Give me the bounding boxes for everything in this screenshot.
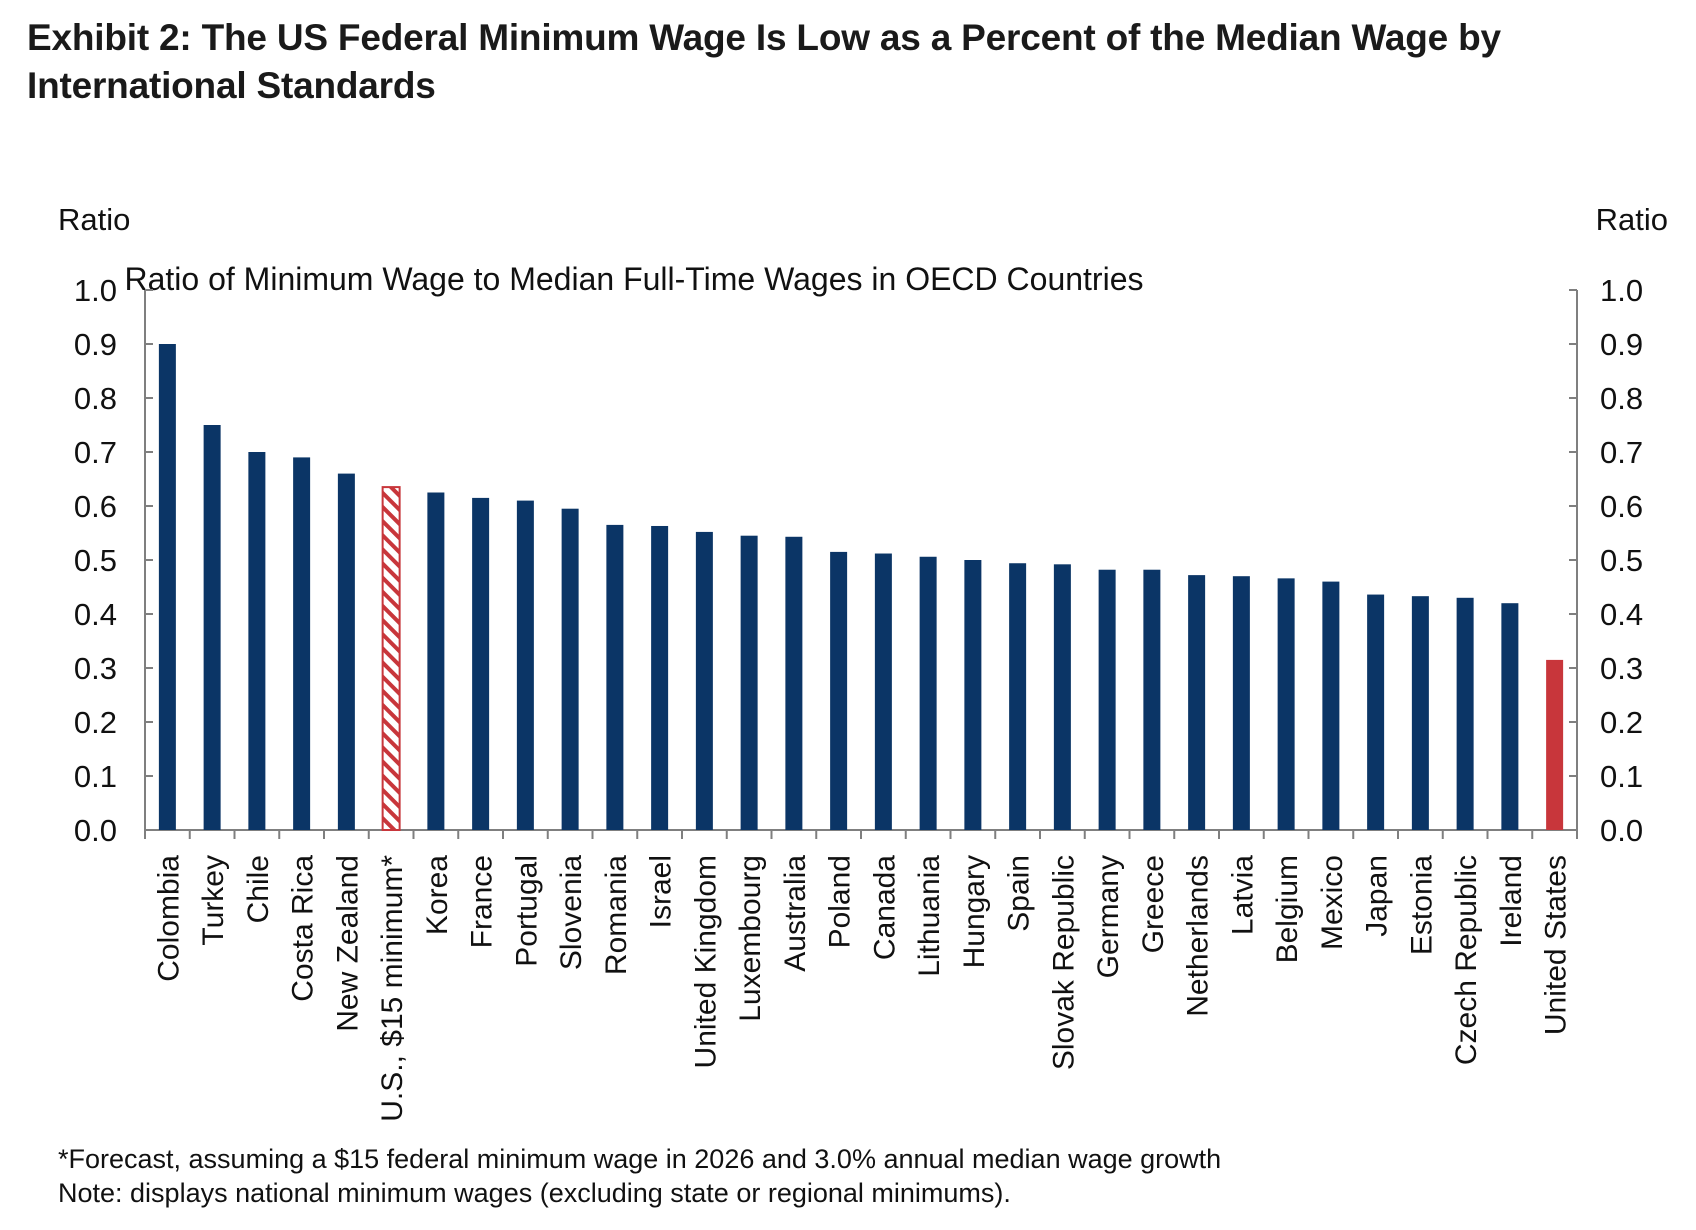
bar	[830, 551, 848, 830]
x-tick-label: Lithuania	[913, 855, 946, 977]
y-tick-label-left: 0.6	[74, 489, 117, 524]
bar	[785, 536, 803, 830]
bar	[1546, 659, 1564, 830]
y-tick-label-right: 1.0	[1600, 273, 1643, 308]
bar	[1367, 594, 1385, 830]
bar	[472, 497, 490, 830]
bar	[1501, 603, 1519, 830]
x-tick-label: Hungary	[958, 855, 991, 968]
y-tick-label-left: 0.4	[74, 597, 117, 632]
bar	[964, 560, 982, 830]
y-tick-label-right: 0.4	[1600, 597, 1643, 632]
x-tick-label: Canada	[868, 855, 901, 960]
y-tick-label-right: 0.2	[1600, 705, 1643, 740]
x-tick-label: Turkey	[197, 855, 230, 946]
x-tick-label: Slovenia	[555, 855, 588, 970]
x-tick-label: Belgium	[1271, 855, 1304, 963]
x-tick-label: Poland	[824, 855, 857, 948]
x-axis-labels: Colombia Turkey Chile Costa Rica New Zealand…	[152, 855, 1572, 1122]
y-tick-label-right: 0.1	[1600, 759, 1643, 794]
x-tick-label: U.S., $15 minimum*	[376, 855, 409, 1122]
y-tick-label-right: 0.7	[1600, 435, 1643, 470]
y-axis-label-right: Ratio	[1596, 202, 1668, 237]
bar	[203, 425, 221, 830]
y-tick-label-right: 0.9	[1600, 327, 1643, 362]
x-tick-label: France	[466, 855, 499, 948]
bar	[651, 525, 669, 830]
bar	[1277, 578, 1295, 830]
bar	[516, 500, 534, 830]
x-tick-label: Mexico	[1316, 855, 1349, 950]
x-tick-label: United Kingdom	[689, 855, 722, 1068]
bar	[1456, 597, 1474, 830]
exhibit-title: Exhibit 2: The US Federal Minimum Wage I…	[27, 17, 1501, 106]
chart-title: Ratio of Minimum Wage to Median Full-Tim…	[125, 261, 1144, 297]
bar-chart: Ratio Ratio Ratio of Minimum Wage to Med…	[58, 202, 1668, 1122]
x-tick-label: Romania	[600, 855, 633, 975]
x-tick-label: Luxembourg	[734, 855, 767, 1022]
y-tick-label-left: 0.8	[74, 381, 117, 416]
footnote-forecast: *Forecast, assuming a $15 federal minimu…	[58, 1144, 1222, 1174]
bar	[1143, 569, 1161, 830]
bars	[158, 344, 1564, 831]
bar	[695, 531, 713, 830]
bar	[606, 524, 624, 830]
x-tick-label: Colombia	[152, 855, 185, 982]
bar	[427, 492, 445, 830]
x-tick-label: New Zealand	[331, 855, 364, 1032]
bar	[561, 508, 579, 830]
x-tick-label: Japan	[1361, 855, 1394, 937]
bar	[740, 535, 758, 830]
x-tick-label: Costa Rica	[287, 855, 320, 1002]
bar	[1411, 596, 1429, 830]
axes: 0.0 0.0 0.1 0.1 0.2 0.2 0.3 0.3 0.4 0.4 0.5 0.5 0.6 0…	[74, 273, 1643, 848]
bar	[1053, 564, 1071, 830]
x-tick-label: Ireland	[1495, 855, 1528, 947]
x-tick-label: Netherlands	[1182, 855, 1215, 1017]
y-tick-label-left: 0.9	[74, 327, 117, 362]
bar	[1009, 563, 1027, 830]
x-tick-label: Korea	[421, 855, 454, 935]
bar	[874, 553, 892, 830]
y-tick-label-left: 0.5	[74, 543, 117, 578]
x-tick-label: Estonia	[1405, 855, 1438, 955]
y-tick-label-right: 0.3	[1600, 651, 1643, 686]
y-tick-label-left: 0.7	[74, 435, 117, 470]
footnotes: *Forecast, assuming a $15 federal minimu…	[58, 1142, 1638, 1210]
bar	[1232, 576, 1250, 830]
bar	[1188, 575, 1206, 830]
x-tick-label: Portugal	[510, 855, 543, 967]
bar	[919, 556, 937, 830]
y-tick-label-left: 0.1	[74, 759, 117, 794]
bar	[1322, 581, 1340, 830]
y-axis-label-left: Ratio	[58, 202, 130, 237]
bar	[1098, 569, 1116, 830]
y-tick-label-right: 0.8	[1600, 381, 1643, 416]
bar	[158, 344, 176, 830]
bar	[248, 452, 266, 830]
x-tick-label: Australia	[779, 855, 812, 972]
bar	[337, 473, 355, 830]
x-tick-label: Israel	[645, 855, 678, 928]
x-tick-label: Chile	[242, 855, 275, 923]
x-tick-label: Czech Republic	[1450, 855, 1483, 1065]
y-tick-label-left: 0.3	[74, 651, 117, 686]
x-tick-label: Greece	[1137, 855, 1170, 953]
x-tick-label: Germany	[1092, 855, 1125, 978]
bar	[293, 457, 311, 830]
x-tick-label: Spain	[1003, 855, 1036, 932]
footnote-note: Note: displays national minimum wages (e…	[58, 1178, 1011, 1208]
x-tick-label: United States	[1540, 855, 1573, 1035]
y-tick-label-right: 0.5	[1600, 543, 1643, 578]
bar	[381, 486, 401, 831]
y-tick-label-left: 0.0	[74, 813, 117, 848]
y-tick-label-right: 0.0	[1600, 813, 1643, 848]
x-tick-label: Slovak Republic	[1047, 855, 1080, 1070]
x-tick-label: Latvia	[1226, 855, 1259, 935]
y-tick-label-left: 1.0	[74, 273, 117, 308]
y-tick-label-left: 0.2	[74, 705, 117, 740]
y-tick-label-right: 0.6	[1600, 489, 1643, 524]
